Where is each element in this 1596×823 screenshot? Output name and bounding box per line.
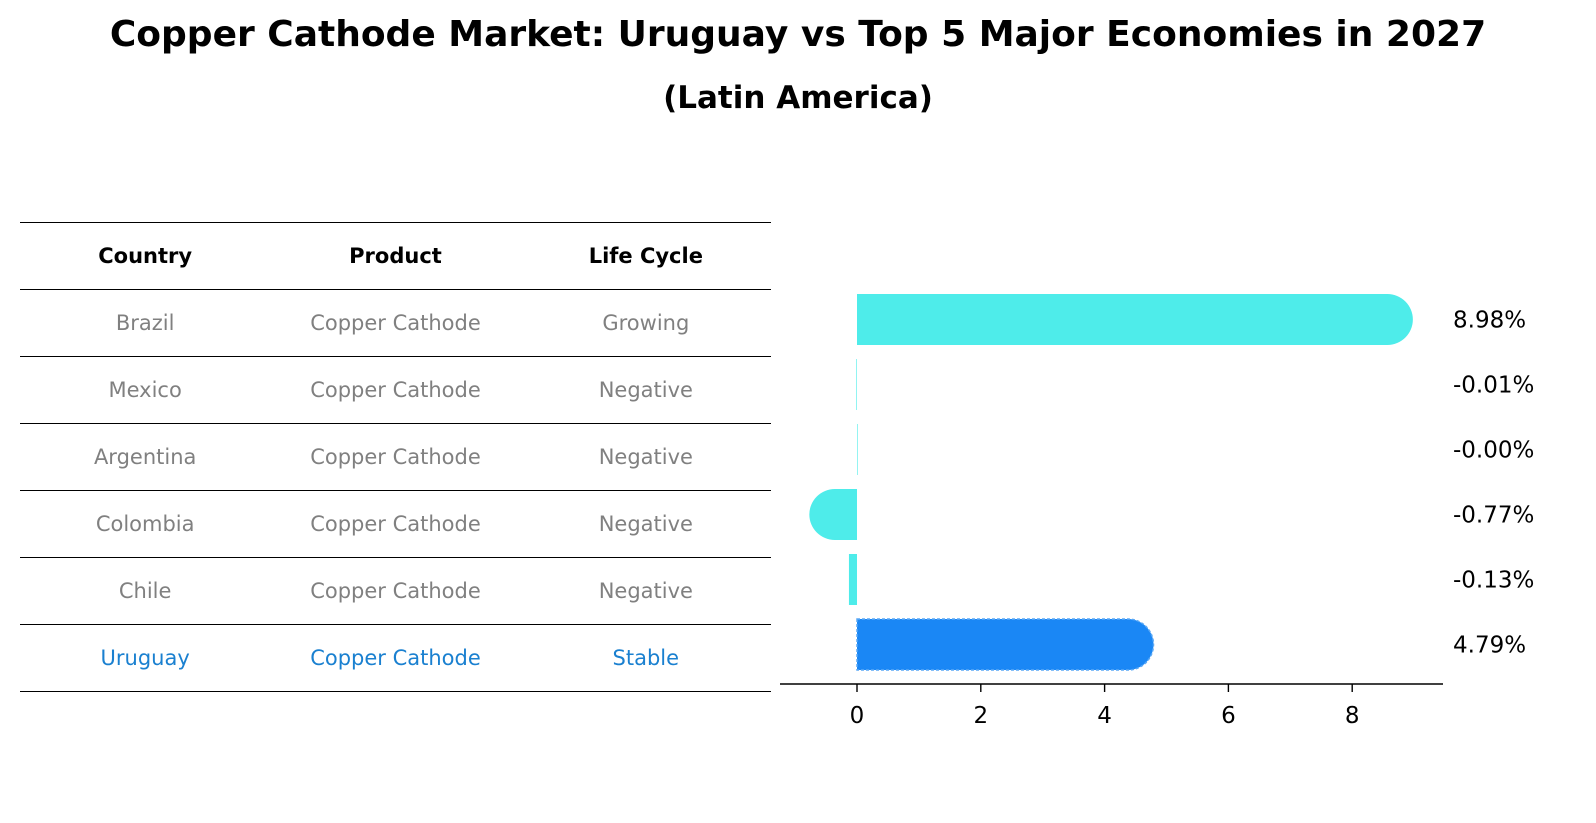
data-label-uruguay: 4.79% bbox=[1453, 633, 1526, 659]
x-tick-label: 4 bbox=[1097, 703, 1112, 729]
cell-life-cycle: Negative bbox=[598, 445, 693, 469]
header-product: Product bbox=[349, 244, 442, 268]
cell-country: Uruguay bbox=[100, 646, 190, 670]
bar-chile bbox=[848, 554, 857, 605]
cell-product: Copper Cathode bbox=[310, 445, 481, 469]
cell-country: Chile bbox=[118, 579, 172, 603]
x-tick-label: 8 bbox=[1345, 703, 1360, 729]
bar-chart: 8.98% -0.01% -0.00% -0.77% -0.13% 4.79% 0 2 4 6 8 bbox=[780, 294, 1534, 729]
x-tick-label: 6 bbox=[1221, 703, 1236, 729]
cell-product: Copper Cathode bbox=[310, 311, 481, 335]
cell-life-cycle: Negative bbox=[598, 378, 693, 402]
cell-life-cycle: Growing bbox=[602, 311, 690, 335]
data-label-mexico: -0.01% bbox=[1453, 373, 1534, 399]
bar-brazil bbox=[857, 294, 1413, 345]
bar-uruguay bbox=[856, 618, 1155, 671]
table-row: Colombia Copper Cathode Negative bbox=[20, 490, 771, 557]
table-row: Mexico Copper Cathode Negative bbox=[20, 356, 771, 423]
cell-country: Colombia bbox=[95, 512, 195, 536]
table-row: Uruguay Copper Cathode Stable bbox=[20, 624, 771, 692]
header-country: Country bbox=[98, 244, 193, 268]
cell-life-cycle: Negative bbox=[598, 512, 693, 536]
country-table: Country Product Life Cycle Brazil Copper… bbox=[20, 222, 771, 692]
cell-product: Copper Cathode bbox=[310, 378, 481, 402]
table-row: Brazil Copper Cathode Growing bbox=[20, 289, 771, 356]
cell-life-cycle: Negative bbox=[598, 579, 693, 603]
data-label-argentina: -0.00% bbox=[1453, 438, 1534, 464]
chart-subtitle: (Latin America) bbox=[663, 80, 933, 116]
data-label-brazil: 8.98% bbox=[1453, 308, 1526, 334]
data-label-chile: -0.13% bbox=[1453, 568, 1534, 594]
x-tick-label: 2 bbox=[973, 703, 988, 729]
bar-argentina bbox=[857, 424, 858, 475]
cell-country: Argentina bbox=[93, 445, 197, 469]
x-tick-label: 0 bbox=[850, 703, 865, 729]
table-row: Chile Copper Cathode Negative bbox=[20, 557, 771, 624]
bar-colombia bbox=[809, 489, 857, 540]
table-header-row: Country Product Life Cycle bbox=[20, 222, 771, 289]
cell-life-cycle: Stable bbox=[612, 646, 680, 670]
cell-country: Mexico bbox=[108, 378, 182, 402]
header-life-cycle: Life Cycle bbox=[588, 244, 703, 268]
bar-mexico bbox=[856, 359, 857, 410]
data-label-colombia: -0.77% bbox=[1453, 503, 1534, 529]
table-row: Argentina Copper Cathode Negative bbox=[20, 423, 771, 490]
cell-product: Copper Cathode bbox=[310, 579, 481, 603]
cell-product: Copper Cathode bbox=[310, 646, 481, 670]
cell-country: Brazil bbox=[115, 311, 175, 335]
chart-title: Copper Cathode Market: Uruguay vs Top 5 … bbox=[109, 14, 1487, 55]
cell-product: Copper Cathode bbox=[310, 512, 481, 536]
